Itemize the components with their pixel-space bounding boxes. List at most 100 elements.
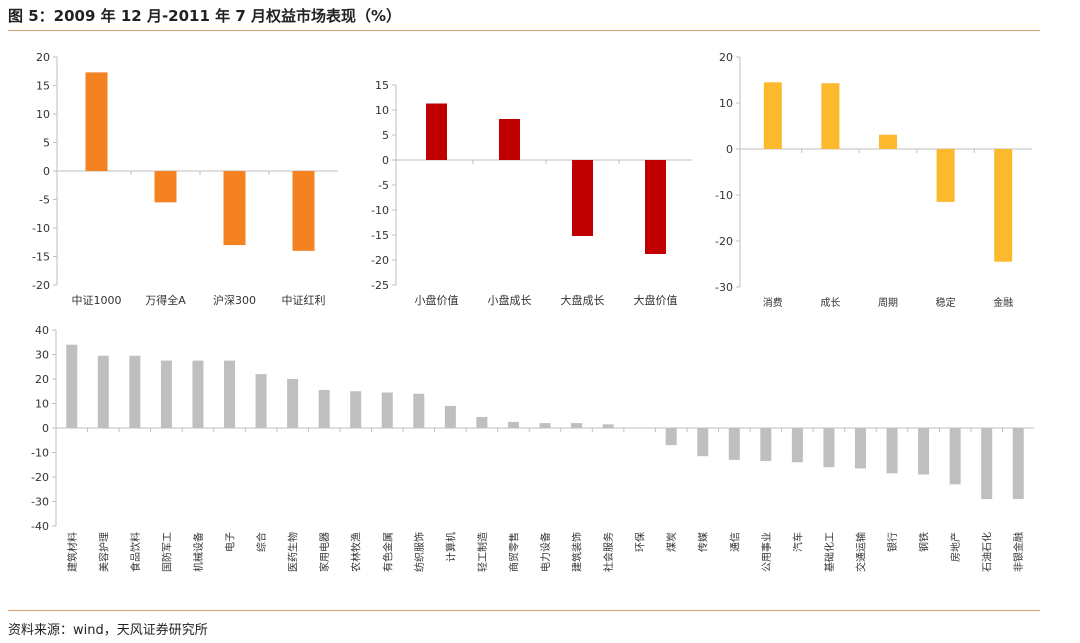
industry-bar	[886, 428, 898, 474]
bottom-divider	[8, 610, 1040, 611]
industry-bar	[287, 379, 299, 428]
industry-bar	[97, 355, 109, 428]
sector-style-y-tick-label: 10	[719, 97, 733, 110]
industry-bar	[66, 344, 78, 428]
sector-style-bar	[994, 149, 1013, 262]
industry-bar	[981, 428, 993, 500]
style-y-tick-label: -25	[371, 279, 389, 292]
industry-bar	[413, 393, 425, 428]
industry-bar	[949, 428, 961, 485]
style-y-tick-label: -10	[371, 204, 389, 217]
industry-category-label: 计算机	[444, 532, 457, 562]
industry-category-label: 交通运输	[854, 532, 867, 572]
index-y-tick-label: 20	[36, 51, 50, 64]
industry-category-label: 环保	[634, 532, 647, 552]
sector-style-y-tick-label: -10	[715, 189, 733, 202]
index-y-tick-label: 15	[36, 80, 50, 93]
industry-y-tick-label: -20	[31, 471, 49, 484]
industry-bar	[697, 428, 709, 457]
style-y-tick-label: 15	[375, 79, 389, 92]
index-bar	[292, 171, 315, 251]
industry-bar	[602, 424, 614, 428]
industry-bar	[476, 416, 488, 428]
style-bar	[426, 103, 447, 160]
index-y-tick-label: -5	[39, 194, 50, 207]
sector-style-y-tick-label: 0	[726, 143, 733, 156]
industry-y-tick-label: -10	[31, 447, 49, 460]
industry-y-tick-label: -40	[31, 520, 49, 533]
style-y-tick-label: -5	[378, 179, 389, 192]
industry-category-label: 纺织服饰	[413, 532, 426, 572]
sector-style-category-label: 金融	[993, 296, 1013, 309]
industry-category-label: 钢铁	[918, 532, 931, 552]
index-category-label: 沪深300	[213, 293, 256, 307]
industry-category-label: 轻工制造	[476, 532, 489, 572]
top-divider	[8, 30, 1040, 31]
industry-bar	[854, 428, 866, 469]
sector-style-bar	[936, 149, 955, 202]
industry-bar	[255, 374, 267, 428]
sector-style-category-label: 周期	[878, 297, 898, 309]
style-y-tick-label: -20	[371, 254, 389, 267]
style-category-label: 大盘价值	[634, 293, 678, 307]
industry-category-label: 农林牧渔	[350, 532, 363, 572]
industry-bar	[823, 428, 835, 468]
industry-category-label: 电子	[224, 532, 237, 552]
industry-category-label: 建筑装饰	[571, 532, 584, 572]
index-y-tick-label: -10	[32, 222, 50, 235]
industry-bar	[507, 421, 519, 428]
index-category-label: 万得全A	[145, 293, 186, 307]
industry-bar	[1012, 428, 1024, 500]
industry-bar	[760, 428, 772, 462]
style-category-label: 小盘成长	[488, 293, 532, 307]
style-y-tick-label: -15	[371, 229, 389, 242]
industry-category-label: 电力设备	[539, 532, 552, 572]
industry-category-label: 医药生物	[287, 532, 300, 572]
industry-bar	[318, 390, 330, 428]
industry-category-label: 汽车	[791, 532, 804, 552]
industry-bar	[791, 428, 803, 463]
sector-style-bar	[821, 83, 840, 149]
sector-style-y-tick-label: -30	[715, 281, 733, 294]
style-y-tick-label: 10	[375, 104, 389, 117]
industry-category-label: 房地产	[949, 532, 962, 562]
sector-style-y-tick-label: 20	[719, 51, 733, 64]
industry-category-label: 综合	[255, 532, 268, 552]
industry-bar	[444, 405, 456, 428]
industry-category-label: 食品饮料	[129, 532, 142, 572]
index-y-tick-label: 10	[36, 108, 50, 121]
style-y-tick-label: 0	[382, 154, 389, 167]
index-y-tick-label: 0	[43, 165, 50, 178]
sector-style-bar	[763, 82, 782, 149]
industry-y-tick-label: 0	[42, 422, 49, 435]
index-category-label: 中证1000	[72, 294, 122, 307]
style-category-label: 大盘成长	[561, 293, 605, 307]
industry-bar	[350, 391, 362, 428]
industry-bar	[918, 428, 930, 475]
industry-bar	[571, 423, 583, 428]
industry-category-label: 非银金融	[1012, 532, 1025, 572]
industry-bar	[192, 360, 204, 428]
industry-category-label: 机械设备	[192, 532, 205, 572]
industry-y-tick-label: 30	[35, 349, 49, 362]
industry-category-label: 公用事业	[760, 532, 773, 572]
style-bar	[499, 119, 520, 160]
industry-bar	[224, 360, 236, 428]
sector-style-category-label: 成长	[820, 297, 840, 309]
industry-category-label: 煤炭	[665, 532, 678, 552]
index-y-tick-label: -15	[32, 251, 50, 264]
industry-category-label: 美容护理	[97, 532, 110, 572]
industry-bar	[381, 392, 393, 428]
style-bar	[645, 160, 666, 254]
index-bar	[154, 171, 177, 203]
industry-category-label: 商贸零售	[507, 532, 520, 572]
industry-y-tick-label: 40	[35, 324, 49, 337]
industry-category-label: 银行	[886, 532, 899, 552]
industry-category-label: 建筑材料	[66, 532, 79, 572]
index-y-tick-label: 5	[43, 137, 50, 150]
industry-category-label: 家用电器	[318, 532, 331, 572]
industry-bar	[665, 428, 677, 446]
industry-y-tick-label: -30	[31, 496, 49, 509]
sector-style-bar	[879, 134, 897, 149]
